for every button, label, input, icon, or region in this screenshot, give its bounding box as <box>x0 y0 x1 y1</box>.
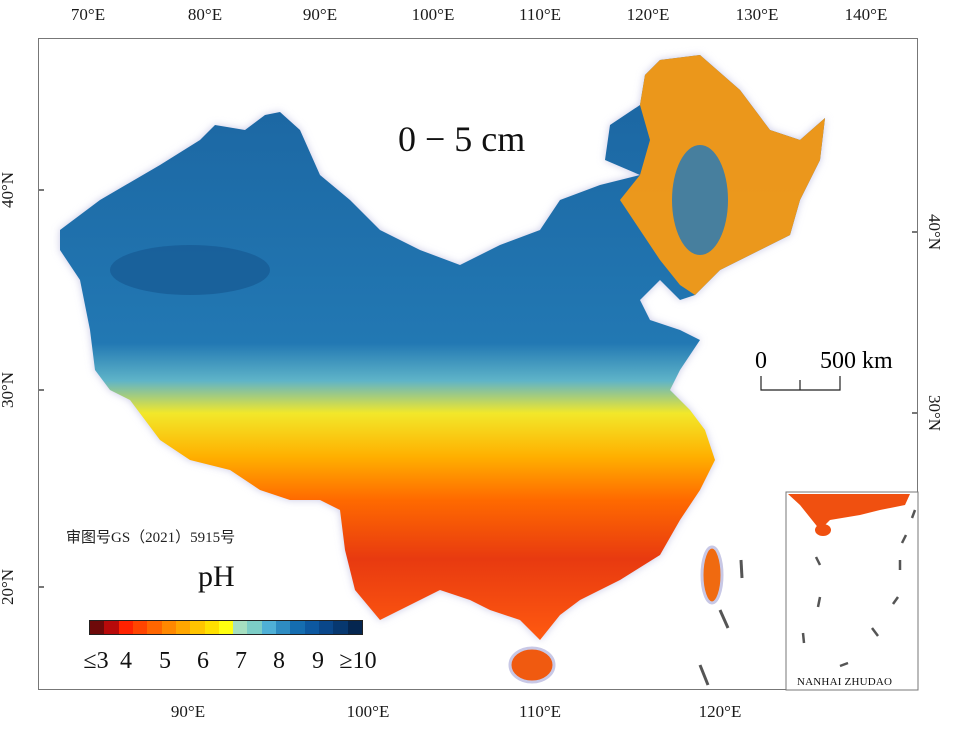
legend-color-swatch <box>276 621 291 634</box>
legend-color-swatch <box>347 621 362 634</box>
lon-label-top: 70°E <box>70 5 106 24</box>
legend-color-swatch <box>90 621 105 634</box>
map-frame <box>38 38 918 690</box>
legend-label: ≥10 <box>339 648 377 674</box>
lon-label-top: 80°E <box>187 5 223 24</box>
legend-color-swatch <box>175 621 191 634</box>
legend-color-swatch <box>290 621 305 634</box>
legend-color-swatch <box>233 621 248 634</box>
lat-label-left: 30°N <box>0 371 18 409</box>
legend-title: pH <box>198 560 235 593</box>
axis-ticks <box>38 189 918 588</box>
lon-label-bottom: 100°E <box>346 702 390 721</box>
legend-color-swatch <box>304 621 319 634</box>
lon-label-top: 100°E <box>411 5 455 24</box>
depth-title: 0 − 5 cm <box>398 119 526 159</box>
scale-end-label: 500 km <box>820 348 893 374</box>
lon-label-bottom: 120°E <box>698 702 742 721</box>
legend-color-swatch <box>333 621 348 634</box>
lon-label-top: 120°E <box>626 5 670 24</box>
scale-bar <box>760 376 841 391</box>
legend-color-swatch <box>147 621 162 634</box>
legend-color-swatch <box>218 621 234 634</box>
legend-color-swatch <box>204 621 219 634</box>
tarim-basin <box>110 245 270 295</box>
lon-label-bottom: 110°E <box>518 702 562 721</box>
nine-dash-line <box>698 559 744 686</box>
legend-color-swatch <box>104 621 119 634</box>
legend-label: ≤3 <box>83 648 109 674</box>
lon-label-top: 110°E <box>518 5 562 24</box>
inset-label: NANHAI ZHUDAO <box>797 676 893 688</box>
legend-label: 9 <box>312 648 324 674</box>
lat-label-left: 40°N <box>0 171 18 209</box>
lon-label-bottom: 90°E <box>170 702 206 721</box>
legend-color-swatch <box>132 621 148 634</box>
legend-label: 7 <box>235 648 247 674</box>
legend-color-swatch <box>319 621 334 634</box>
legend-label: 6 <box>197 648 209 674</box>
south-sea-inset <box>785 491 919 691</box>
hainan-island <box>508 646 556 684</box>
legend-label: 8 <box>273 648 285 674</box>
legend-color-swatch <box>161 621 176 634</box>
lat-label-left: 20°N <box>0 568 18 606</box>
taiwan-island <box>700 545 724 605</box>
lon-label-top: 140°E <box>844 5 888 24</box>
legend-label: 5 <box>159 648 171 674</box>
legend-color-swatch <box>261 621 277 634</box>
lon-label-top: 90°E <box>302 5 338 24</box>
lon-label-top: 130°E <box>735 5 779 24</box>
legend-color-swatch <box>190 621 205 634</box>
lat-label-right: 40°N <box>925 213 945 251</box>
legend-color-swatch <box>118 621 133 634</box>
lat-label-right: 30°N <box>925 394 945 432</box>
northeast-neutral-basin <box>672 145 728 255</box>
legend-color-swatch <box>247 621 262 634</box>
approval-number: 审图号GS（2021）5915号 <box>66 530 236 546</box>
legend-label: 4 <box>120 648 132 674</box>
legend-colorbar <box>89 620 363 635</box>
scale-start-label: 0 <box>755 348 767 374</box>
